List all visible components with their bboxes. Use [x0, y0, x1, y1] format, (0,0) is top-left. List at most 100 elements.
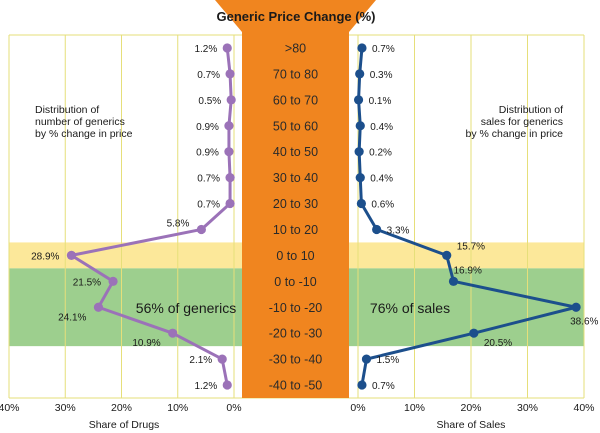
- tick-label-right: 10%: [404, 402, 425, 414]
- data-point-right: [355, 121, 365, 131]
- category-label: >80: [285, 41, 306, 55]
- category-label: 30 to 40: [273, 171, 318, 185]
- data-point-left: [225, 198, 235, 209]
- data-label-right: 38.6%: [570, 316, 598, 327]
- center-column: [242, 32, 349, 398]
- data-label-left: 10.9%: [132, 338, 160, 349]
- data-label-right: 0.3%: [370, 70, 393, 81]
- data-point-left: [196, 224, 206, 235]
- category-label: 70 to 80: [273, 67, 318, 81]
- data-point-right: [357, 380, 367, 390]
- data-label-right: 0.4%: [370, 122, 393, 133]
- category-label: 0 to -10: [274, 275, 316, 289]
- annotation-left: Distribution of: [35, 104, 99, 116]
- category-label: 60 to 70: [273, 93, 318, 107]
- highlight-band-left-1: [9, 268, 242, 347]
- highlight-bands: [9, 242, 584, 347]
- data-point-right: [442, 250, 452, 260]
- data-label-left: 0.7%: [197, 200, 220, 211]
- data-point-right: [355, 69, 365, 79]
- data-point-left: [108, 276, 118, 286]
- axis-label-left: Share of Drugs: [89, 419, 160, 431]
- highlight-band-right-0: [349, 242, 584, 269]
- data-label-left: 0.9%: [196, 148, 219, 159]
- label-layer: 1.2% 0.7% 0.5% 0.9% 0.9% 0.7% 0.7% 5.8% 28.9% 21.…: [0, 44, 599, 431]
- data-label-left: 21.5%: [73, 277, 101, 288]
- annotation-right: Distribution of: [499, 104, 563, 116]
- data-label-right: 0.1%: [369, 96, 392, 107]
- data-label-right: 0.6%: [371, 200, 394, 211]
- category-label: 20 to 30: [273, 197, 318, 211]
- data-label-left: 0.7%: [197, 174, 220, 185]
- data-point-left: [66, 250, 77, 260]
- grid-lines: [8, 34, 585, 399]
- category-label: 10 to 20: [273, 223, 318, 237]
- category-label: 0 to 10: [276, 249, 314, 263]
- highlight-band-left-0: [9, 242, 242, 269]
- data-label-right: 20.5%: [484, 338, 512, 349]
- data-label-right: 0.4%: [370, 174, 393, 185]
- data-point-left: [224, 121, 234, 131]
- data-label-right: 16.9%: [453, 265, 481, 276]
- center-funnel: Generic Price Change (%) >80 70 to 80 60 to…: [215, 0, 376, 398]
- chart-title: Generic Price Change (%): [217, 9, 376, 24]
- series-layer: [66, 43, 581, 390]
- data-label-left: 24.1%: [58, 312, 86, 323]
- data-point-right: [356, 198, 366, 209]
- data-label-left: 5.8%: [167, 218, 190, 229]
- annotation-right: sales for generics: [481, 116, 563, 128]
- data-label-left: 0.9%: [196, 122, 219, 133]
- band-label-right: 76% of sales: [370, 300, 450, 316]
- tick-label-left: 30%: [55, 402, 76, 414]
- category-label: -20 to -30: [269, 327, 323, 341]
- data-label-left: 0.7%: [197, 70, 220, 81]
- data-label-left: 0.5%: [198, 96, 221, 107]
- data-point-right: [354, 147, 364, 157]
- tick-label-left: 10%: [167, 402, 188, 414]
- data-point-right: [469, 328, 479, 338]
- category-label: 50 to 60: [273, 119, 318, 133]
- tick-label-right: 0%: [350, 402, 365, 414]
- category-label: 40 to 50: [273, 145, 318, 159]
- data-label-right: 0.7%: [372, 381, 395, 392]
- data-point-right: [361, 354, 372, 364]
- data-point-right: [372, 224, 382, 235]
- category-label: -10 to -20: [269, 301, 323, 315]
- data-label-right: 15.7%: [457, 241, 485, 252]
- tick-label-right: 20%: [460, 402, 481, 414]
- tick-label-left: 40%: [0, 402, 20, 414]
- data-point-right: [353, 95, 364, 105]
- category-label: -40 to -50: [269, 379, 323, 393]
- tick-label-right: 30%: [517, 402, 538, 414]
- data-point-right: [357, 43, 367, 53]
- band-label-left: 56% of generics: [136, 300, 236, 316]
- highlight-band-right-1: [349, 268, 584, 347]
- data-point-left: [224, 147, 234, 157]
- data-label-right: 3.3%: [387, 225, 410, 236]
- data-point-right: [355, 173, 365, 183]
- data-label-left: 1.2%: [194, 44, 217, 55]
- data-point-left: [217, 354, 227, 364]
- data-label-right: 0.2%: [369, 148, 392, 159]
- axis-label-right: Share of Sales: [437, 419, 506, 431]
- data-point-left: [222, 43, 232, 53]
- data-label-right: 0.7%: [372, 44, 395, 55]
- data-point-left: [93, 302, 104, 312]
- data-point-right: [448, 276, 459, 286]
- annotation-left: by % change in price: [35, 128, 133, 140]
- data-label-right: 1.5%: [376, 355, 399, 366]
- annotation-left: number of generics: [35, 116, 125, 128]
- data-point-left: [168, 328, 178, 338]
- tick-label-left: 0%: [226, 402, 241, 414]
- data-point-left: [225, 69, 235, 79]
- data-label-left: 2.1%: [189, 355, 212, 366]
- data-label-left: 1.2%: [194, 381, 217, 392]
- annotation-right: by % change in price: [466, 128, 564, 140]
- center-funnel-top: [215, 0, 376, 32]
- data-point-right: [571, 302, 581, 312]
- tick-label-right: 40%: [573, 402, 594, 414]
- data-point-left: [226, 95, 236, 105]
- category-label: -30 to -40: [269, 353, 323, 367]
- tick-label-left: 20%: [111, 402, 132, 414]
